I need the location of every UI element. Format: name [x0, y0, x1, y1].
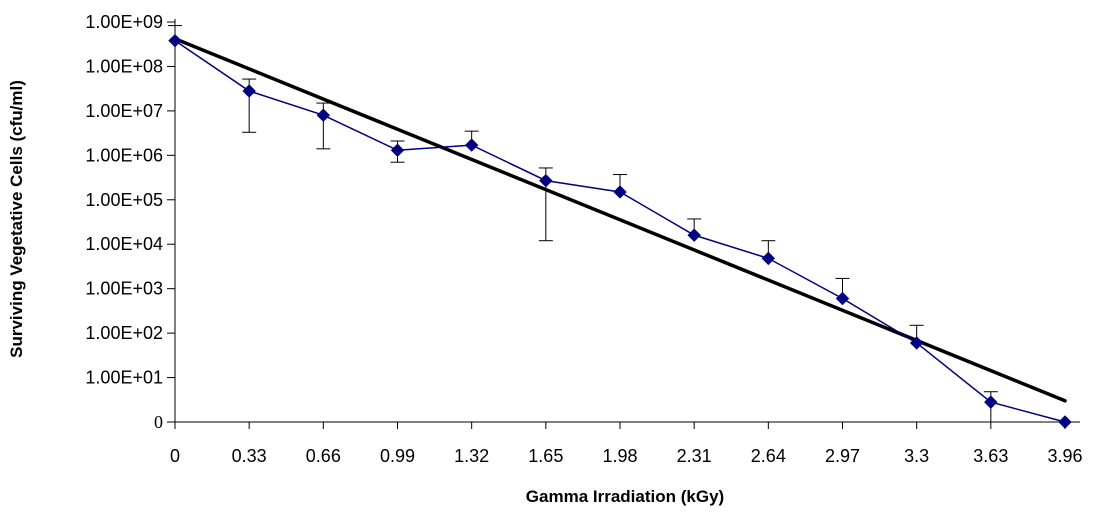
observed-data-point [316, 108, 331, 122]
x-axis-ticks: 0 0.33 0.66 0.99 1.32 1.65 1.98 2.31 2.64 2.97 3.3… [170, 422, 1083, 466]
x-tick-label: 0.66 [306, 446, 341, 466]
x-tick-label: 1.32 [454, 446, 489, 466]
x-tick-label: 1.65 [528, 446, 563, 466]
fitted-curve-layer [173, 36, 1067, 403]
fitted-line [173, 36, 1067, 403]
y-tick-label: 1.00E+08 [85, 56, 163, 76]
x-tick-label: 3.3 [904, 446, 929, 466]
y-tick-label: 1.00E+03 [85, 279, 163, 299]
observed-data-point [464, 138, 479, 152]
y-tick-label: 1.00E+09 [85, 12, 163, 32]
error-bars-layer [168, 25, 998, 422]
y-axis-ticks: 0 1.00E+01 1.00E+02 1.00E+03 1.00E+04 1.00E+0… [85, 12, 175, 432]
y-tick-label: 1.00E+04 [85, 234, 163, 254]
x-tick-label: 0.33 [232, 446, 267, 466]
observed-data-point [613, 185, 627, 199]
observed-data-point [1058, 415, 1072, 429]
observed-series-layer [168, 33, 1072, 429]
observed-series-line [174, 40, 1066, 423]
y-tick-label: 1.00E+07 [85, 101, 163, 121]
y-axis-title: Surviving Vegetative Cells (cfu/ml) [7, 80, 26, 358]
x-tick-label: 1.98 [602, 446, 637, 466]
observed-data-point [687, 228, 701, 242]
y-tick-label: 1.00E+01 [85, 368, 163, 388]
y-tick-label: 1.00E+05 [85, 190, 163, 210]
observed-data-point [390, 143, 405, 157]
observed-data-point [242, 84, 256, 98]
observed-data-point [835, 291, 850, 306]
observed-data-point [761, 251, 776, 266]
observed-data-point [984, 395, 998, 409]
observed-data-point [539, 173, 553, 188]
observed-data-point [909, 336, 924, 350]
x-tick-label: 2.97 [825, 446, 860, 466]
x-tick-label: 0 [170, 446, 180, 466]
x-tick-label: 3.96 [1047, 446, 1082, 466]
x-axis-title: Gamma Irradiation (kGy) [526, 487, 724, 506]
x-tick-label: 2.64 [751, 446, 786, 466]
x-tick-label: 0.99 [380, 446, 415, 466]
y-tick-label: 1.00E+06 [85, 145, 163, 165]
y-tick-label: 0 [154, 412, 163, 432]
x-tick-label: 3.63 [973, 446, 1008, 466]
plot-area: 0 1.00E+01 1.00E+02 1.00E+03 1.00E+04 1.00E+0… [85, 12, 1082, 466]
observed-data-point [168, 33, 182, 48]
y-tick-label: 1.00E+02 [85, 323, 163, 343]
x-tick-label: 2.31 [677, 446, 712, 466]
